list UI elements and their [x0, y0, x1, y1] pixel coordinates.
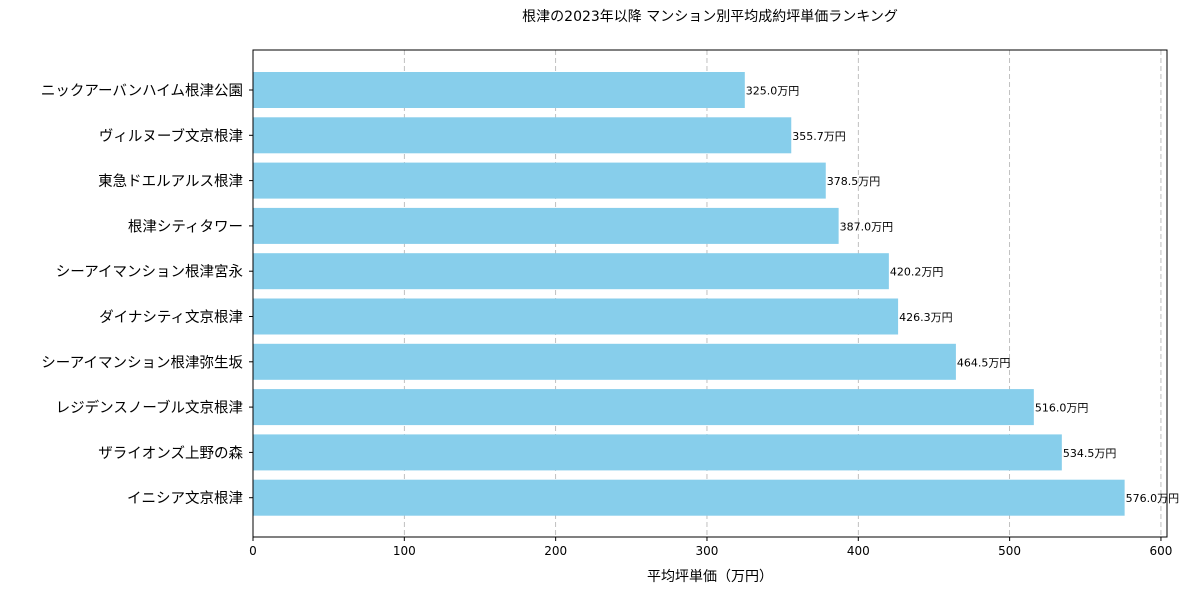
data-label: 426.3万円 [899, 311, 953, 324]
bar [253, 298, 899, 335]
x-tick-label: 200 [544, 544, 567, 558]
data-label: 355.7万円 [792, 130, 846, 143]
y-tick-label: ダイナシティ文京根津 [99, 309, 243, 326]
y-tick-label: 根津シティタワー [128, 218, 243, 235]
data-label: 516.0万円 [1035, 402, 1089, 415]
bar [253, 434, 1062, 471]
y-tick-label: シーアイマンション根津宮永 [56, 264, 243, 281]
data-label: 325.0万円 [746, 85, 800, 98]
y-tick-label: ヴィルヌーブ文京根津 [99, 127, 243, 145]
bar [253, 253, 889, 290]
data-label: 420.2万円 [890, 266, 944, 279]
bar [253, 389, 1034, 426]
bar [253, 72, 745, 108]
y-tick-label: 東急ドエルアルス根津 [98, 173, 243, 190]
x-axis-label: 平均坪単価（万円） [647, 569, 773, 585]
y-tick-label: ザライオンズ上野の森 [98, 445, 243, 462]
x-tick-label: 300 [696, 544, 719, 558]
y-tick-label: シーアイマンション根津弥生坂 [41, 353, 243, 371]
x-tick-label: 100 [393, 544, 416, 558]
x-tick-label: 0 [249, 544, 257, 558]
bar [253, 117, 792, 154]
y-tick-label: イニシア文京根津 [127, 490, 243, 507]
x-tick-label: 500 [998, 544, 1021, 558]
data-label: 576.0万円 [1126, 492, 1180, 505]
data-label: 464.5万円 [957, 356, 1011, 369]
y-tick-label: ニックアーバンハイム根津公園 [41, 83, 243, 100]
data-label: 387.0万円 [840, 220, 894, 233]
bar [253, 479, 1125, 516]
data-label: 534.5万円 [1063, 447, 1117, 460]
x-tick-label: 600 [1149, 544, 1172, 558]
bar [253, 162, 826, 199]
x-tick-label: 400 [847, 544, 870, 558]
chart-title: 根津の2023年以降 マンション別平均成約坪単価ランキング [522, 9, 898, 25]
y-tick-label: レジデンスノーブル文京根津 [56, 399, 243, 417]
bar [253, 343, 956, 380]
data-label: 378.5万円 [827, 175, 881, 188]
plot-frame [252, 49, 1168, 538]
bar [253, 207, 839, 244]
